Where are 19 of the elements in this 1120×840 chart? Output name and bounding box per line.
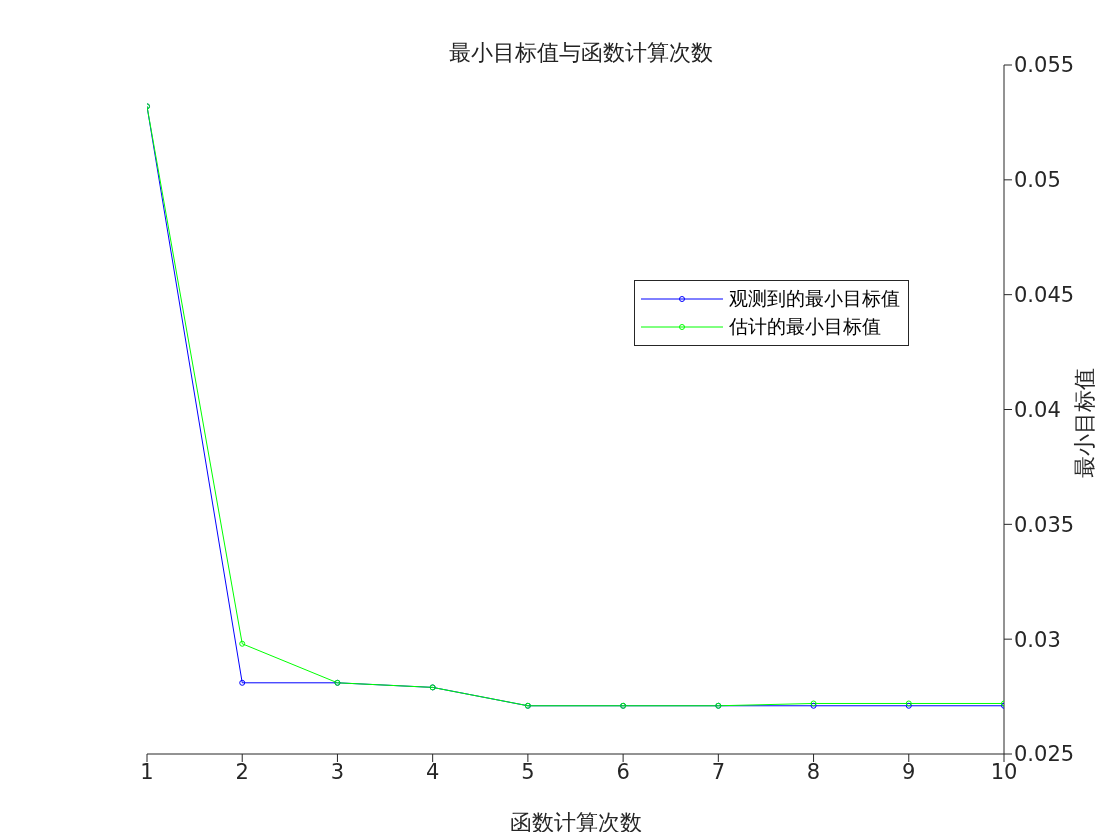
y-tick-label: 0.035: [1014, 512, 1075, 537]
y-tick-label: 0.04: [1014, 397, 1061, 422]
x-tick-label: 3: [330, 759, 345, 784]
y-tick-label: 0.055: [1014, 53, 1075, 78]
y-tick-label: 0.05: [1014, 168, 1061, 193]
x-tick-label: 9: [902, 759, 916, 784]
x-tick-label: 4: [425, 759, 440, 784]
x-tick-label: 8: [806, 759, 821, 784]
y-tick-label: 0.045: [1014, 283, 1075, 308]
legend-label: 估计的最小目标值: [729, 314, 881, 339]
chart-title: 最小目标值与函数计算次数: [447, 39, 714, 67]
legend-label: 观测到的最小目标值: [729, 286, 900, 311]
y-axis-title: 最小目标值: [1072, 368, 1097, 478]
x-tick-label: 6: [616, 759, 630, 784]
x-tick-label: 7: [711, 759, 726, 784]
x-tick-label: 5: [521, 759, 535, 784]
x-tick-label: 1: [140, 759, 154, 784]
x-tick-label: 2: [235, 759, 249, 784]
y-tick-label: 0.03: [1014, 627, 1061, 652]
